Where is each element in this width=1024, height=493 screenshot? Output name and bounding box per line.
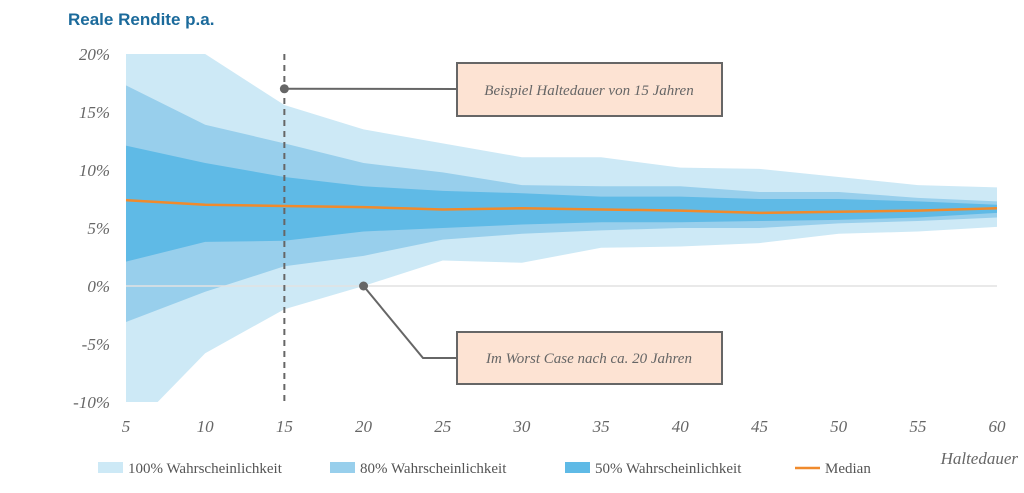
x-tick-label: 25 <box>434 417 451 436</box>
y-tick-label: -10% <box>73 393 110 412</box>
chart-title: Reale Rendite p.a. <box>68 10 215 29</box>
legend-swatch <box>330 462 355 473</box>
x-tick-label: 50 <box>830 417 848 436</box>
x-tick-label: 45 <box>751 417 768 436</box>
annotation-text: Im Worst Case nach ca. 20 Jahren <box>485 351 692 367</box>
x-tick-label: 40 <box>672 417 690 436</box>
x-tick-label: 20 <box>355 417 373 436</box>
annotation-box <box>456 331 723 385</box>
x-tick-label: 60 <box>989 417 1007 436</box>
x-tick-label: 15 <box>276 417 293 436</box>
annotation-connector <box>362 285 457 359</box>
legend-label: Median <box>825 461 871 477</box>
x-axis-label: Haltedauer <box>940 449 1019 468</box>
y-tick-label: 15% <box>79 103 110 122</box>
annotation-dot <box>359 281 369 291</box>
band-50 <box>126 145 997 262</box>
y-tick-label: 20% <box>79 45 110 64</box>
x-tick-label: 10 <box>197 417 215 436</box>
y-tick-label: 10% <box>79 161 110 180</box>
x-tick-label: 30 <box>512 417 531 436</box>
y-tick-label: 5% <box>87 219 110 238</box>
annotation-text: Beispiel Haltedauer von 15 Jahren <box>484 83 693 99</box>
y-tick-label: 0% <box>87 277 110 296</box>
annotation-dot <box>279 84 289 94</box>
y-tick-label: -5% <box>82 335 110 354</box>
x-tick-label: 35 <box>592 417 610 436</box>
x-tick-label: 55 <box>909 417 926 436</box>
median-line <box>125 198 998 215</box>
legend-swatch <box>98 462 123 473</box>
annotation-box <box>456 62 723 117</box>
legend-label: 100% Wahrscheinlichkeit <box>128 461 283 477</box>
legend-label: 80% Wahrscheinlichkeit <box>360 461 507 477</box>
legend-swatch <box>565 462 590 473</box>
x-tick-label: 5 <box>122 417 131 436</box>
legend-label: 50% Wahrscheinlichkeit <box>595 461 742 477</box>
